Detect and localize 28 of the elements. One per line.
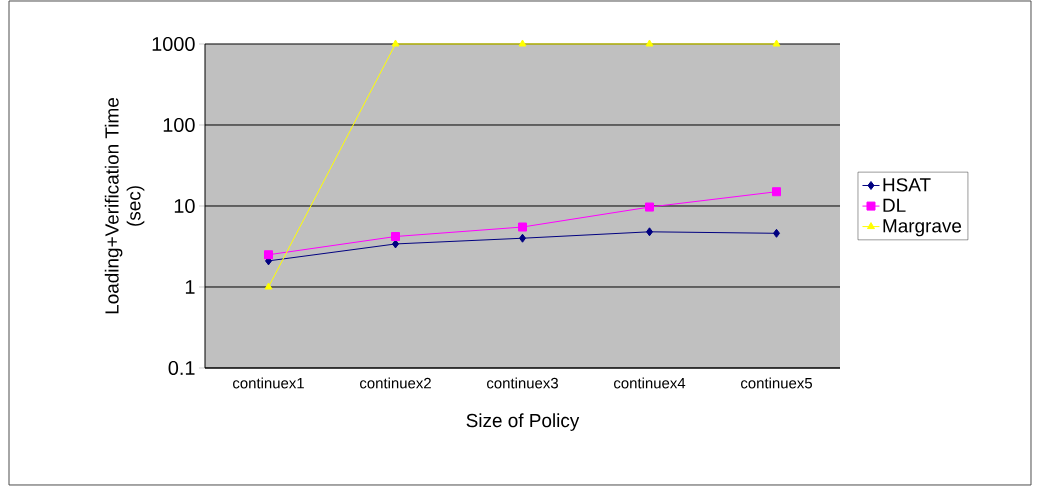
point xyxy=(518,39,527,47)
point xyxy=(518,222,527,232)
x-tick-label: continuex4 xyxy=(614,377,686,389)
y-tick-label: 10 xyxy=(174,198,195,214)
y-tick-label: 1 xyxy=(185,280,195,294)
x-axis-title: Size of Policy xyxy=(466,413,580,431)
x-tick-label: continuex3 xyxy=(487,377,558,389)
y-tick-label: 0.1 xyxy=(168,360,195,376)
x-tick-label: continuex5 xyxy=(741,377,813,389)
point xyxy=(519,233,526,243)
point xyxy=(773,228,781,238)
point xyxy=(264,282,273,290)
y-axis-title: Loading+Verification Time (sec) xyxy=(104,98,145,314)
point xyxy=(645,39,654,47)
point xyxy=(391,39,400,47)
point xyxy=(391,232,401,242)
point xyxy=(772,39,781,47)
point xyxy=(645,202,655,212)
point xyxy=(772,187,782,197)
y-tick-label: 100 xyxy=(163,117,195,133)
x-tick-label: continuex2 xyxy=(360,377,431,389)
point xyxy=(264,250,274,260)
legend-label: Margrave xyxy=(883,219,962,237)
legend-label: HSAT xyxy=(883,178,931,192)
point xyxy=(646,227,654,237)
y-tick-label: 1000 xyxy=(152,36,195,52)
legend-label: DL xyxy=(883,198,906,212)
x-tick-label: continuex1 xyxy=(233,377,304,389)
